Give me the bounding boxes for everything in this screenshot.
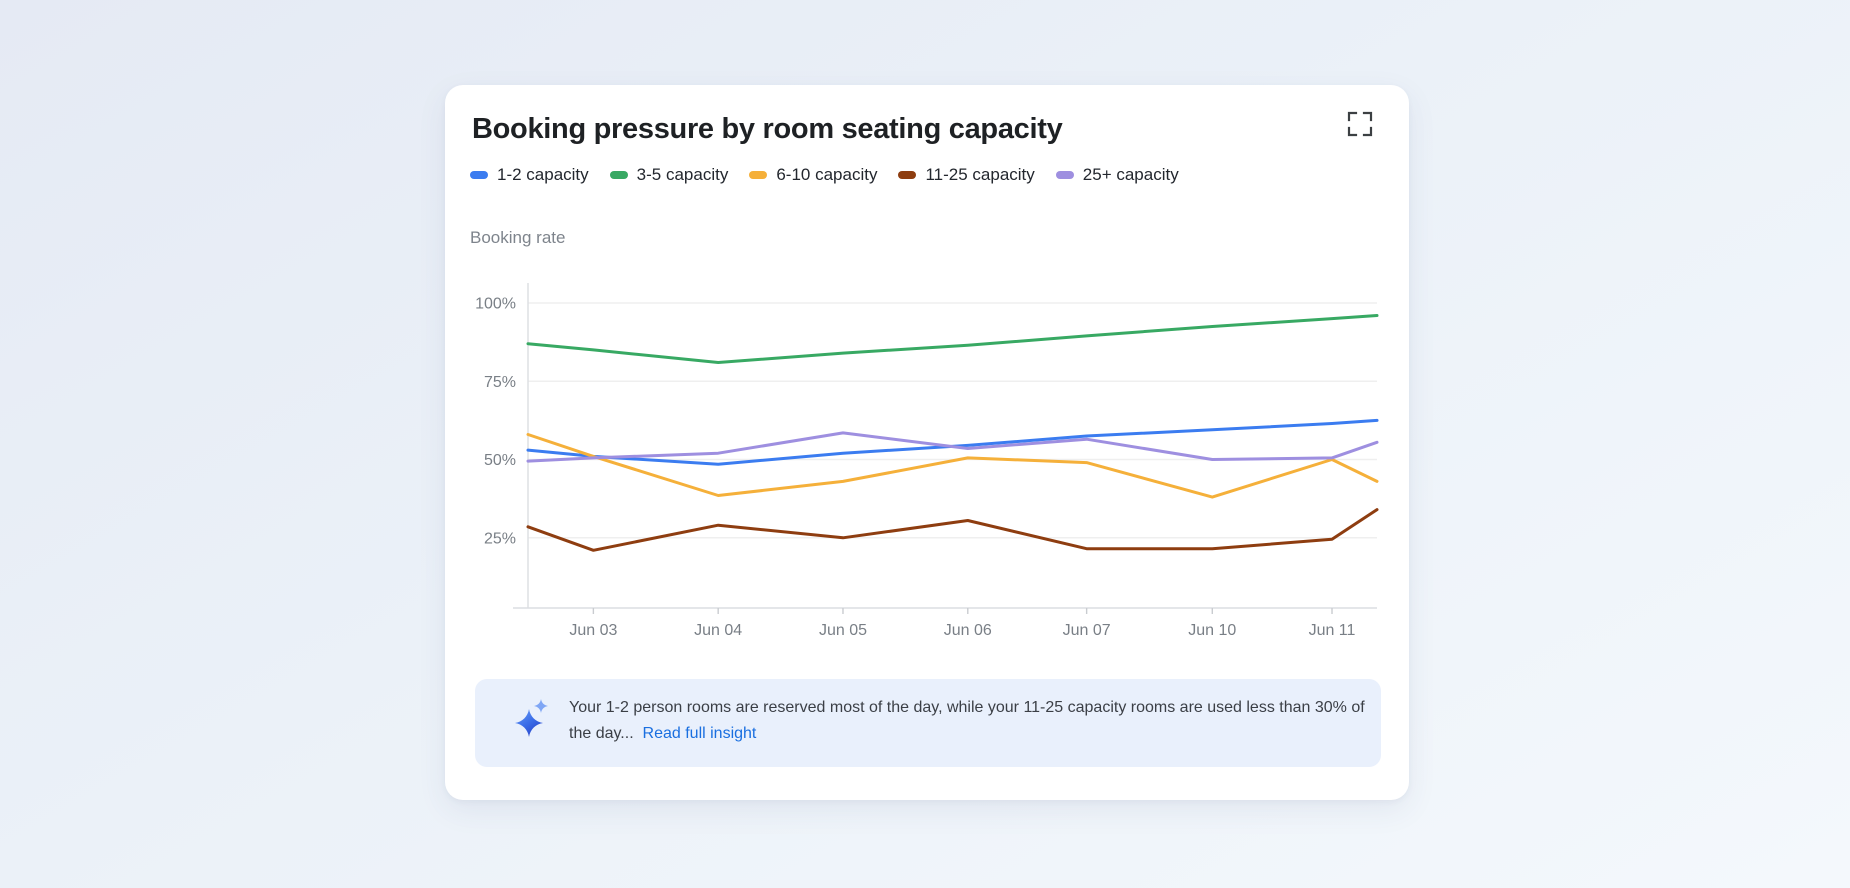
legend-label: 11-25 capacity <box>925 165 1035 184</box>
chart-plot-area[interactable]: 100% 75% 50% 25% Jun 03 Jun 04 Jun 05 Jun 06 Jun… <box>460 283 1395 653</box>
insight-box: Your 1-2 person rooms are reserved most … <box>475 679 1381 767</box>
expand-button[interactable] <box>1345 109 1375 139</box>
y-axis-title: Booking rate <box>470 228 566 247</box>
y-tick-label-75: 75% <box>484 374 516 391</box>
sparkle-icon <box>515 699 548 737</box>
legend-marker-25+-capacity <box>1055 171 1074 179</box>
legend-item-6-10-capacity[interactable]: 6-10 capacity <box>749 165 877 185</box>
legend-label: 6-10 capacity <box>776 165 878 184</box>
chart-card: Booking pressure by room seating capacit… <box>445 85 1409 800</box>
x-tick-label-jun-07: Jun 07 <box>1063 622 1111 639</box>
legend-label: 1-2 capacity <box>497 165 589 184</box>
x-tick-label-jun-10: Jun 10 <box>1188 622 1236 639</box>
x-tick-label-jun-03: Jun 03 <box>569 622 617 639</box>
read-full-insight-link[interactable]: Read full insight <box>642 725 757 742</box>
series-line-11-25-capacity <box>526 508 1379 552</box>
x-tick-label-jun-04: Jun 04 <box>694 622 742 639</box>
chart-legend: 1-2 capacity 3-5 capacity 6-10 capacity 11-… <box>470 165 1179 185</box>
legend-marker-1-2-capacity <box>470 171 488 179</box>
series-line-1-2-capacity <box>526 418 1379 466</box>
legend-label: 25+ capacity <box>1082 165 1179 184</box>
legend-item-1-2-capacity[interactable]: 1-2 capacity <box>470 165 589 185</box>
fullscreen-expand-icon <box>1347 111 1373 137</box>
legend-item-11-25-capacity[interactable]: 11-25 capacity <box>898 165 1035 185</box>
legend-marker-6-10-capacity <box>749 171 768 179</box>
legend-marker-11-25-capacity <box>898 171 917 179</box>
legend-item-3-5-capacity[interactable]: 3-5 capacity <box>609 165 729 185</box>
card-title: Booking pressure by room seating capacit… <box>472 113 1063 145</box>
x-tick-label-jun-05: Jun 05 <box>819 622 867 639</box>
y-tick-label-50: 50% <box>484 452 516 469</box>
series-line-3-5-capacity <box>526 314 1379 364</box>
legend-label: 3-5 capacity <box>636 165 729 184</box>
y-tick-label-100: 100% <box>475 296 516 313</box>
series-line-25+-capacity <box>526 431 1379 463</box>
series-line-6-10-capacity <box>526 433 1379 499</box>
insight-summary: Your 1-2 person rooms are reserved most … <box>569 699 1365 742</box>
legend-item-25+-capacity[interactable]: 25+ capacity <box>1055 165 1179 185</box>
x-tick-label-jun-11: Jun 11 <box>1309 622 1356 639</box>
legend-marker-3-5-capacity <box>609 171 628 179</box>
x-tick-label-jun-06: Jun 06 <box>944 622 992 639</box>
y-tick-label-25: 25% <box>484 530 516 547</box>
line-chart: 100% 75% 50% 25% Jun 03 Jun 04 Jun 05 Jun 06 Jun… <box>475 283 1379 639</box>
insight-text: Your 1-2 person rooms are reserved most … <box>569 695 1369 747</box>
